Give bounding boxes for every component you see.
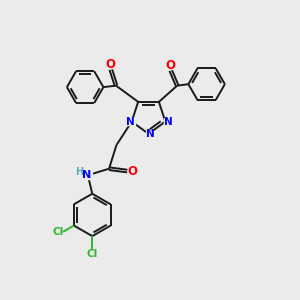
Bar: [164, 118, 172, 125]
Text: Cl: Cl: [87, 249, 98, 259]
Text: Cl: Cl: [52, 226, 64, 237]
Text: N: N: [82, 169, 91, 180]
Bar: [76, 169, 92, 179]
Text: N: N: [164, 117, 172, 127]
Text: O: O: [128, 165, 138, 178]
Text: N: N: [146, 129, 154, 140]
Bar: [106, 60, 115, 68]
Text: O: O: [165, 58, 176, 71]
Bar: [146, 131, 154, 138]
Text: H: H: [76, 167, 84, 177]
Bar: [128, 167, 137, 175]
Bar: [127, 118, 135, 125]
Bar: [166, 61, 175, 69]
Text: O: O: [106, 58, 116, 71]
Text: N: N: [127, 117, 135, 127]
